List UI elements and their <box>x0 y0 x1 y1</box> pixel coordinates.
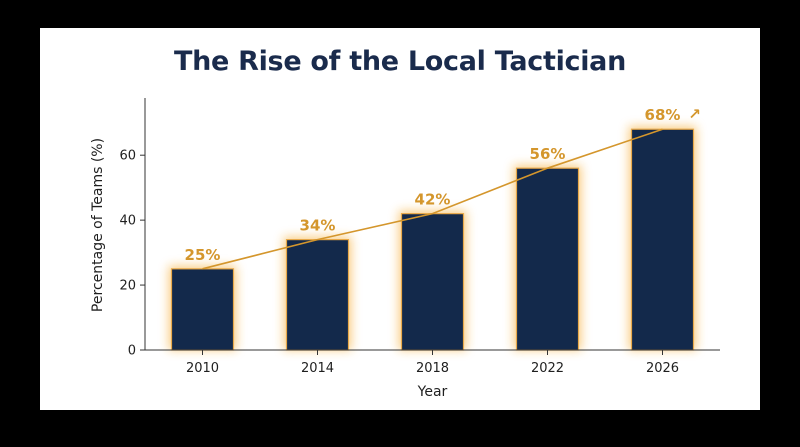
bar-2014 <box>285 239 350 351</box>
bar-layer <box>170 128 695 351</box>
data-label: 34% <box>300 217 336 235</box>
bar-2010 <box>170 268 235 351</box>
trend-line <box>202 128 663 270</box>
y-tick-label: 20 <box>119 279 136 294</box>
data-label-layer: 25% 34% 42% 56% 68% ↗ <box>185 105 701 264</box>
chart-frame: The Rise of the Local Tactician 2010 2014… <box>40 28 760 410</box>
bar-2026 <box>630 128 695 351</box>
data-label: 42% <box>415 191 451 209</box>
data-label: 68% <box>645 106 681 124</box>
trend-arrow-icon: ↗ <box>688 105 701 123</box>
x-tick-label: 2026 <box>646 361 679 376</box>
data-label: 56% <box>530 145 566 163</box>
data-label: 25% <box>185 246 221 264</box>
y-tick-label: 40 <box>119 214 136 229</box>
x-tick-label: 2018 <box>416 361 449 376</box>
y-tick-label: 0 <box>128 344 136 359</box>
axes: 2010 2014 2018 2022 2026 0 20 40 60 Year Percentag… <box>90 98 720 400</box>
trend-layer <box>202 128 663 270</box>
y-axis-label: Percentage of Teams (%) <box>90 138 106 312</box>
y-tick-label: 60 <box>119 149 136 164</box>
x-axis-label: Year <box>417 384 448 400</box>
x-tick-label: 2010 <box>186 361 219 376</box>
bar-2018 <box>400 213 465 351</box>
chart-title: The Rise of the Local Tactician <box>173 46 627 77</box>
bar-chart: 2010 2014 2018 2022 2026 0 20 40 60 Year Percentag… <box>90 98 720 400</box>
x-tick-label: 2014 <box>301 361 334 376</box>
bar-2022 <box>515 167 580 351</box>
x-tick-label: 2022 <box>531 361 564 376</box>
